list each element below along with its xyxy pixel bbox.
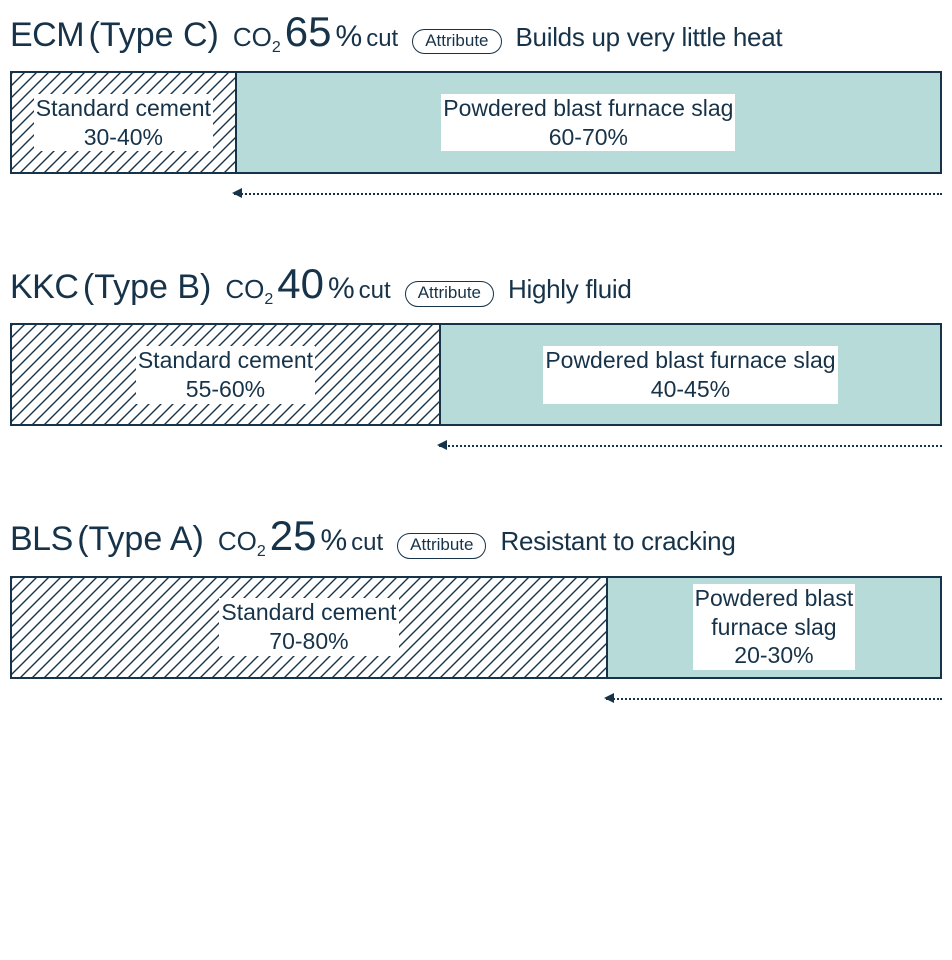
block-header: KKC (Type B) CO240%cut Attribute Highly flu… [10,260,942,309]
segment-label: Standard cement70-80% [219,598,398,656]
segment-pct: 20-30% [695,641,854,670]
co2-pct: 65 [285,8,332,56]
segment-cement: Standard cement55-60% [12,325,439,424]
attribute-text: Builds up very little heat [516,22,783,53]
co2-pct: 40 [277,260,324,308]
co2-label: CO2 [233,22,281,57]
percent-sign: % [336,20,363,54]
segment-cement: Standard cement70-80% [12,578,606,677]
segment-label: Standard cement30-40% [34,94,213,152]
segment-name-l2: furnace slag [695,613,854,642]
chart-root: ECM (Type C)CO265%cutAttributeBuilds up … [10,8,942,703]
segment-pct: 60-70% [443,123,733,152]
attribute-pill: Attribute [397,533,486,558]
cement-block: ECM (Type C) CO265%cut Attribute Builds up … [10,8,942,198]
co2-cut: CO240%cut [225,260,390,309]
type-label: (Type C) [89,16,219,54]
percent-sign: % [328,272,355,306]
co2-cut: CO225%cut [218,512,383,561]
co2-cut: CO265%cut [233,8,398,57]
segment-name: Standard cement [221,598,396,627]
arrow-left-icon [437,440,447,450]
cement-block: BLS (Type A) CO225%cut Attribute Resistant … [10,512,942,702]
segment-pct: 30-40% [36,123,211,152]
cut-label: cut [359,277,391,305]
name-code: KKC [10,268,78,306]
cut-label: cut [351,529,383,557]
composition-bar: Standard cement70-80% Powdered blastfurna… [10,576,942,679]
co2-label: CO2 [218,526,266,561]
slag-extent-arrow [10,190,942,198]
segment-slag: Powdered blast furnace slag60-70% [235,73,940,172]
arrow-left-icon [232,188,242,198]
segment-slag: Powdered blast furnace slag40-45% [439,325,940,424]
segment-name: Powdered blast furnace slag [443,94,733,123]
segment-pct: 70-80% [221,627,396,656]
arrow-line [439,445,942,447]
slag-extent-arrow [10,695,942,703]
segment-label: Powdered blast furnace slag40-45% [543,346,837,404]
segment-name-l1: Powdered blast [695,584,854,613]
attribute-pill: Attribute [412,29,501,54]
name-code: ECM [10,16,84,54]
segment-pct: 40-45% [545,375,835,404]
composition-bar: Standard cement30-40% Powdered blast furn… [10,71,942,174]
co2-label: CO2 [225,274,273,309]
percent-sign: % [320,524,347,558]
product-name: ECM (Type C) [10,16,219,55]
cement-block: KKC (Type B) CO240%cut Attribute Highly flu… [10,260,942,450]
type-label: (Type A) [77,520,204,558]
product-name: BLS (Type A) [10,520,204,559]
segment-label: Standard cement55-60% [136,346,315,404]
attribute-text: Highly fluid [508,274,632,305]
attribute-text: Resistant to cracking [500,526,735,557]
composition-bar: Standard cement55-60% Powdered blast furn… [10,323,942,426]
segment-name: Powdered blast furnace slag [545,346,835,375]
product-name: KKC (Type B) [10,268,211,307]
arrow-line [606,698,942,700]
attribute-pill: Attribute [405,281,494,306]
arrow-line [234,193,942,195]
block-header: ECM (Type C) CO265%cut Attribute Builds up … [10,8,942,57]
co2-pct: 25 [270,512,317,560]
segment-slag: Powdered blastfurnace slag20-30% [606,578,940,677]
segment-name: Standard cement [138,346,313,375]
arrow-left-icon [604,693,614,703]
segment-label: Powdered blastfurnace slag20-30% [693,584,856,670]
block-header: BLS (Type A) CO225%cut Attribute Resistant … [10,512,942,561]
segment-cement: Standard cement30-40% [12,73,235,172]
name-code: BLS [10,520,73,558]
slag-extent-arrow [10,442,942,450]
segment-name: Standard cement [36,94,211,123]
cut-label: cut [366,25,398,53]
segment-label: Powdered blast furnace slag60-70% [441,94,735,152]
segment-pct: 55-60% [138,375,313,404]
type-label: (Type B) [83,268,211,306]
